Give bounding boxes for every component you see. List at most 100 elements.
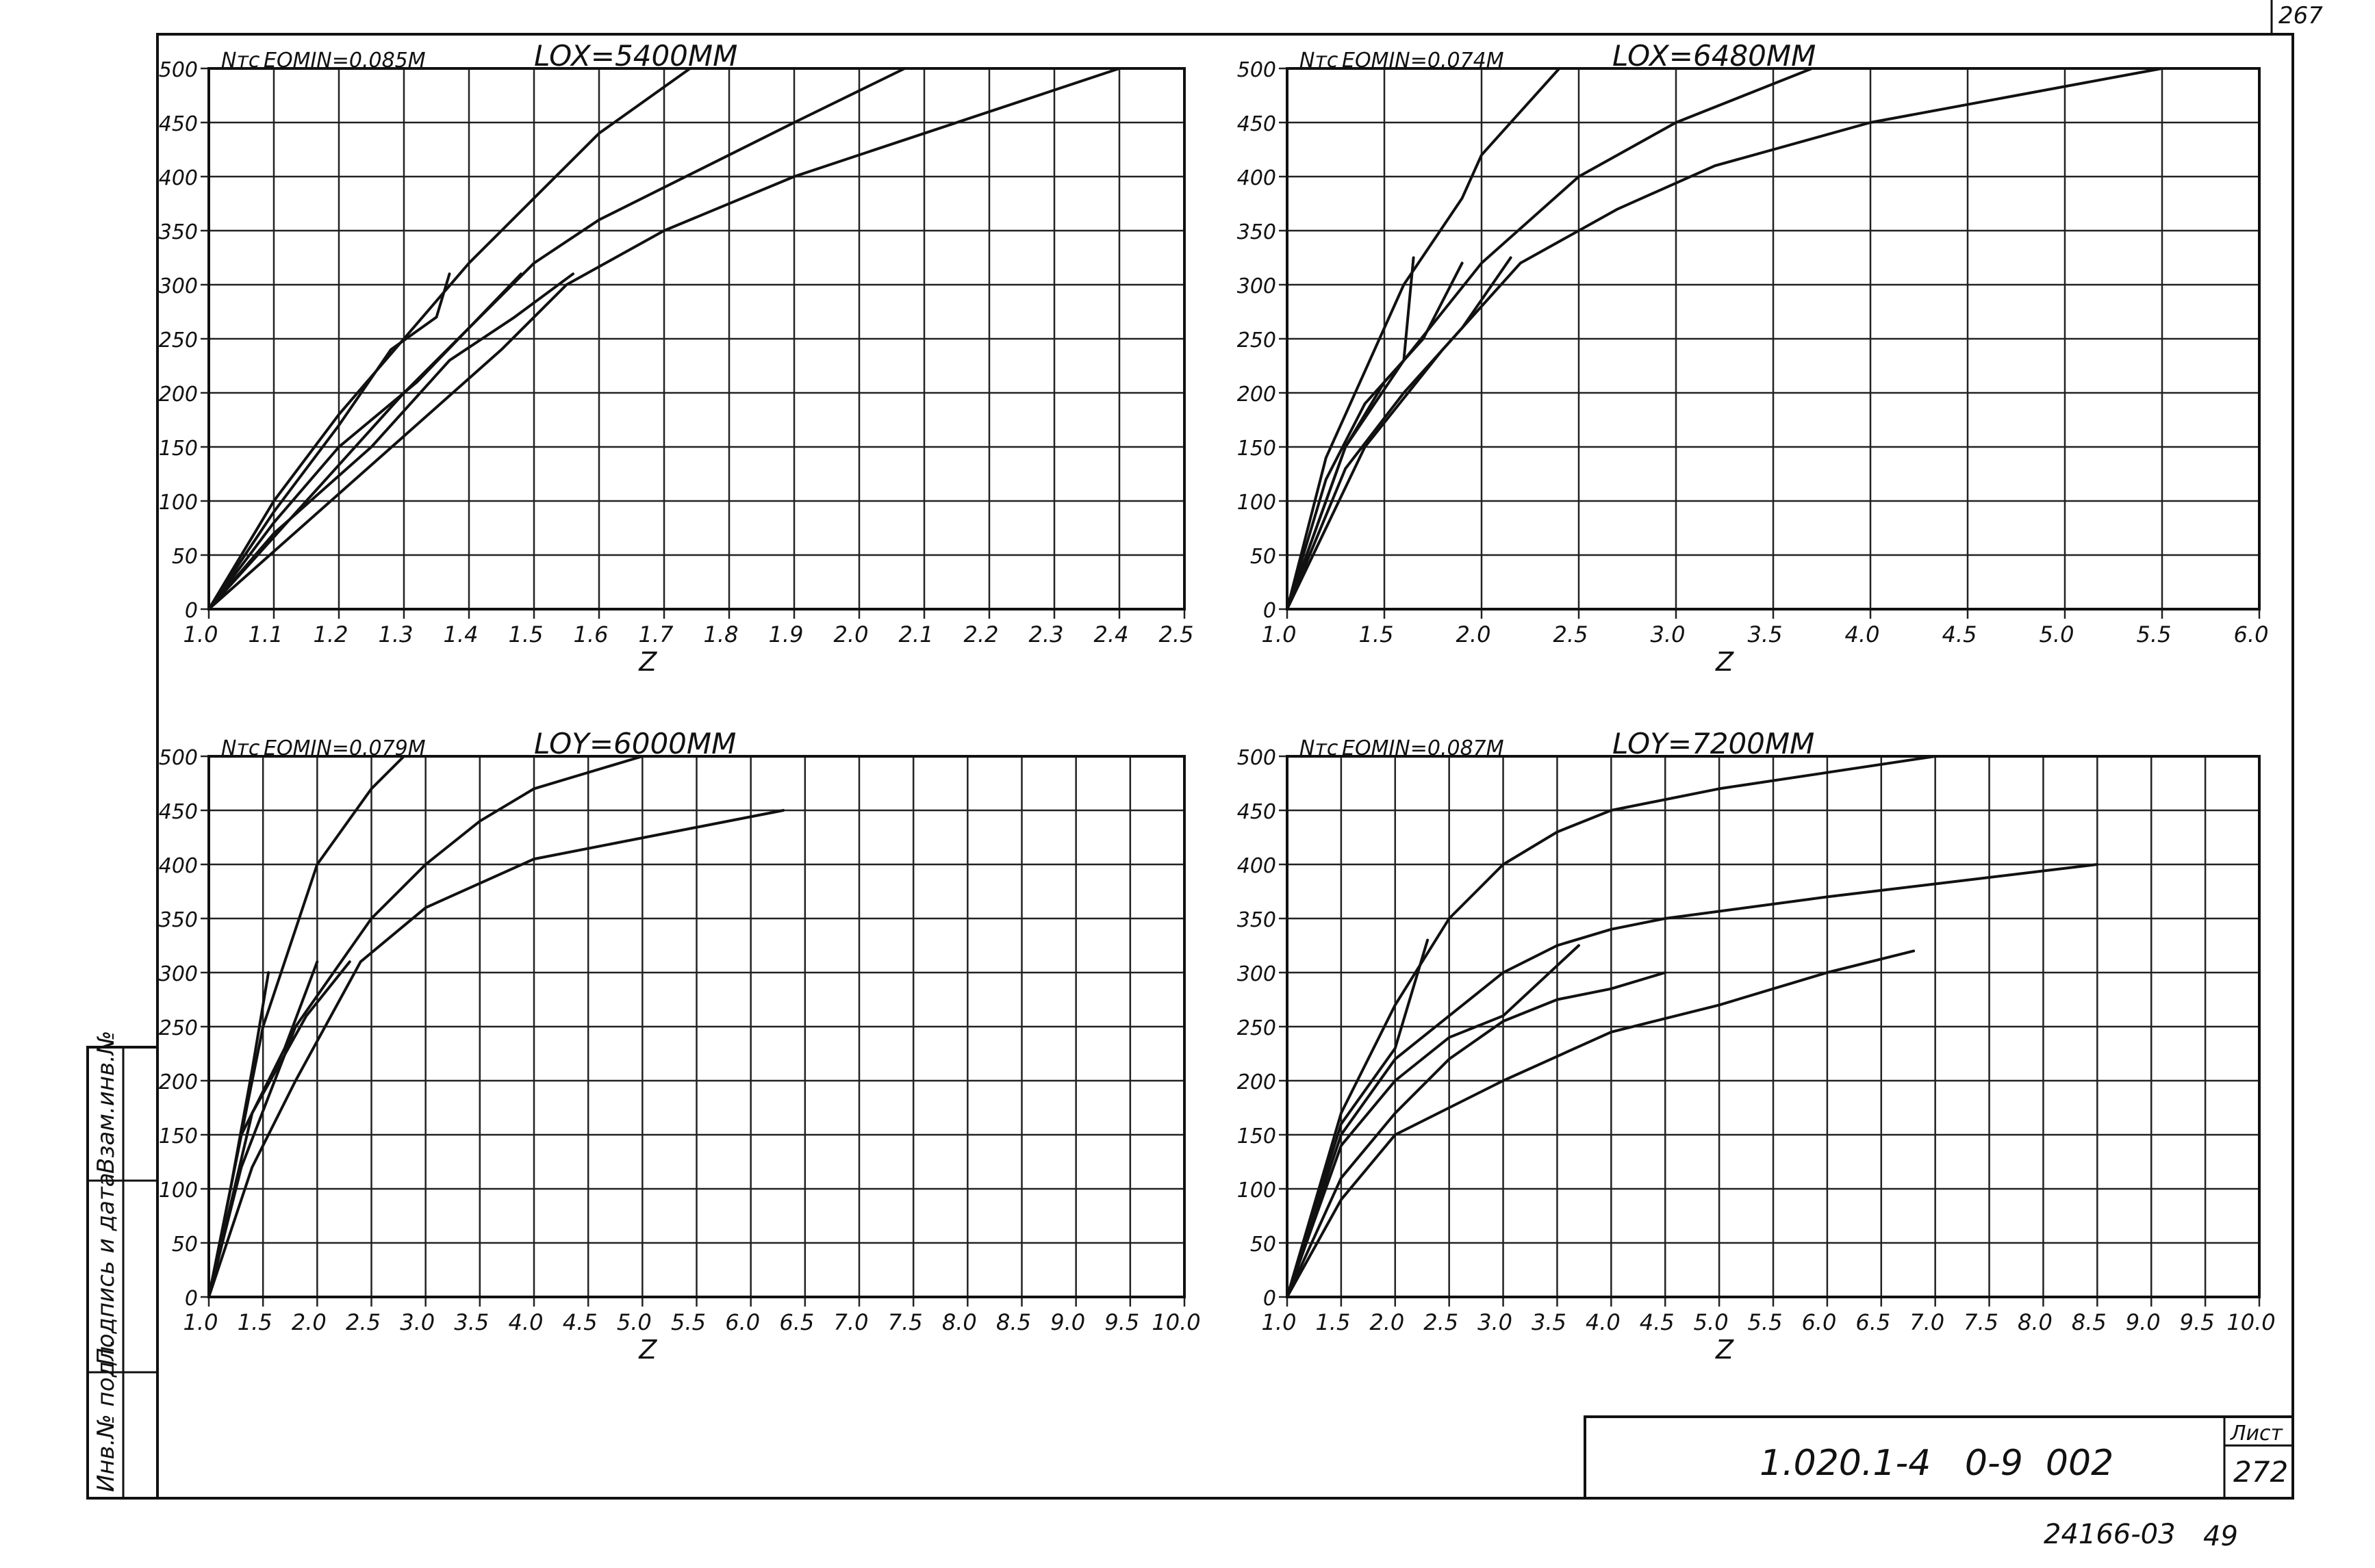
- y-tick-label: 50: [172, 545, 198, 569]
- chart-top-left-lox-5400: 1.0 1.1 1.2 1.3 1.4 1.5 1.6 1.7 1.8 1.9 2.0 2.1 2.2 2…: [159, 39, 1194, 677]
- series-line-4: [1286, 949, 1916, 1298]
- series-line-3: [1286, 971, 1667, 1298]
- y-tick-label: 50: [172, 1233, 198, 1257]
- x-tick-label: 1.0: [183, 1309, 218, 1335]
- y-tick-label: 200: [1237, 1070, 1276, 1094]
- y-tick-label: 0: [185, 599, 198, 623]
- x-tick-label: 2.3: [1029, 621, 1064, 647]
- y-axis-label: Nтс: [221, 49, 260, 73]
- x-tick-label: 1.0: [1262, 1309, 1297, 1335]
- series-line-6: [207, 272, 451, 611]
- x-tick-label: 1.4: [444, 621, 479, 647]
- x-tick-label: 6.0: [2234, 621, 2269, 647]
- series-line-3: [207, 67, 1121, 611]
- x-tick-label: 2.5: [346, 1309, 381, 1335]
- y-tick-label: 100: [159, 1179, 198, 1203]
- series-line-3: [207, 809, 785, 1298]
- y-tick-label: 350: [1237, 220, 1276, 244]
- x-tick-label: 2.2: [964, 621, 999, 647]
- y-tick-label: 150: [1237, 437, 1276, 461]
- x-tick-label: 5.0: [2040, 621, 2074, 647]
- chart-title: LOY=6000ММ: [534, 727, 736, 760]
- x-tick-label: 2.0: [292, 1309, 327, 1335]
- y-tick-label: 450: [159, 800, 198, 824]
- x-tick-label: 7.5: [888, 1309, 923, 1335]
- y-tick-label: 300: [1237, 274, 1276, 298]
- sheet-list-label: Лист: [2230, 1422, 2284, 1445]
- y-tick-label: 250: [159, 329, 198, 352]
- chart-bottom-right-loy-7200: 1.0 1.5 2.0 2.5 3.0 3.5 4.0 4.5 5.0 5.5 6.0 6.5 7.0 7…: [1237, 727, 2276, 1365]
- x-tick-label: 2.1: [899, 621, 934, 647]
- side-approval-strip: Взам.инв.№ Подпись и дата Инв.№ подл.: [86, 1031, 159, 1500]
- x-tick-label: 1.0: [1262, 621, 1297, 647]
- series-line-3: [1286, 67, 2163, 611]
- document-code: 1.020.1-4 0-9 002: [1760, 1443, 2113, 1484]
- x-tick-label: 8.0: [942, 1309, 977, 1335]
- y-tick-label: 250: [1237, 1016, 1276, 1040]
- y-tick-label: 50: [1250, 1233, 1276, 1257]
- y-tick-label: 0: [185, 1287, 198, 1311]
- x-tick-label: 3.5: [1532, 1309, 1566, 1335]
- chart-bottom-left-loy-6000: 1.0 1.5 2.0 2.5 3.0 3.5 4.0 4.5 5.0 5.5 6.0 6.5 7.0 7…: [159, 727, 1201, 1365]
- plot-border: [1286, 67, 2261, 611]
- y-tick-label: 350: [1237, 908, 1276, 932]
- series-line-6: [1286, 944, 1580, 1298]
- x-axis-label: Z: [638, 647, 657, 677]
- x-tick-label: 2.0: [1369, 1309, 1404, 1335]
- chart-title: LOX=6480ММ: [1612, 39, 1816, 73]
- y-tick-label: 200: [1237, 383, 1276, 407]
- x-axis-label: Z: [1715, 647, 1734, 677]
- x-tick-label: 5.5: [1748, 1309, 1783, 1335]
- x-tick-label: 6.0: [725, 1309, 760, 1335]
- x-tick-label: 2.5: [1423, 1309, 1458, 1335]
- x-tick-label: 3.0: [400, 1309, 435, 1335]
- x-tick-label: 1.5: [509, 621, 544, 647]
- eomin-annotation: EOMIN=0.087М: [1342, 736, 1504, 760]
- y-tick-label: 0: [1263, 599, 1276, 623]
- x-tick-label: 4.5: [563, 1309, 598, 1335]
- x-tick-label: 7.5: [1964, 1309, 1998, 1335]
- plot-border: [207, 755, 1186, 1298]
- y-tick-label: 350: [159, 220, 198, 244]
- x-tick-label: 1.8: [704, 621, 739, 647]
- y-tick-label: 300: [159, 274, 198, 298]
- y-tick-label: 150: [1237, 1124, 1276, 1148]
- bottom-archive-code: 24166-03: [2044, 1519, 2176, 1550]
- sheet-list-number: 272: [2233, 1455, 2288, 1489]
- y-tick-label: 300: [1237, 962, 1276, 986]
- x-tick-label: 4.5: [1942, 621, 1977, 647]
- x-tick-label: 9.0: [1050, 1309, 1085, 1335]
- series-line-2: [207, 67, 906, 611]
- y-tick-label: 0: [1263, 1287, 1276, 1311]
- y-tick-label: 50: [1250, 545, 1276, 569]
- x-tick-label: 8.5: [996, 1309, 1031, 1335]
- x-tick-label: 1.1: [249, 621, 283, 647]
- x-axis-label: Z: [638, 1335, 657, 1365]
- x-tick-label: 1.0: [183, 621, 218, 647]
- x-tick-label: 1.2: [314, 621, 348, 647]
- x-tick-label: 7.0: [1909, 1309, 1944, 1335]
- y-tick-label: 400: [1237, 854, 1276, 878]
- y-tick-label: 150: [159, 437, 198, 461]
- y-tick-label: 400: [1237, 166, 1276, 190]
- x-tick-label: 3.5: [454, 1309, 489, 1335]
- x-tick-label: 5.5: [2137, 621, 2172, 647]
- x-tick-label: 10.0: [1152, 1309, 1200, 1335]
- bottom-page-number: 49: [2203, 1521, 2238, 1552]
- plot-border: [207, 67, 1186, 611]
- corner-mark: 267: [2278, 2, 2323, 29]
- x-tick-label: 6.0: [1801, 1309, 1836, 1335]
- y-tick-label: 500: [159, 746, 198, 770]
- series-line-1: [207, 67, 691, 611]
- x-tick-label: 2.0: [1456, 621, 1491, 647]
- series-line-5: [1286, 261, 1464, 611]
- x-tick-label: 9.5: [2180, 1309, 2215, 1335]
- y-tick-label: 250: [1237, 329, 1276, 352]
- eomin-annotation: EOMIN=0.074М: [1342, 49, 1504, 73]
- x-tick-label: 5.0: [1694, 1309, 1729, 1335]
- x-tick-label: 4.5: [1640, 1309, 1675, 1335]
- y-axis-label: Nтс: [1299, 736, 1338, 760]
- y-tick-label: 150: [159, 1124, 198, 1148]
- series-line-1: [1286, 67, 1561, 611]
- x-tick-label: 5.0: [617, 1309, 652, 1335]
